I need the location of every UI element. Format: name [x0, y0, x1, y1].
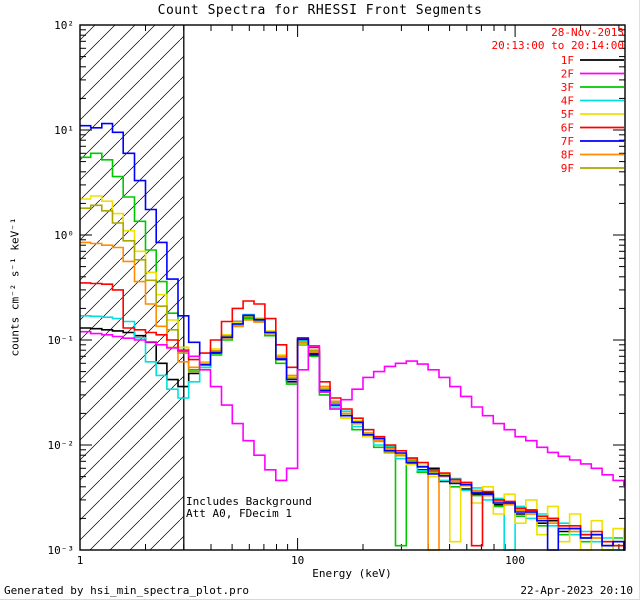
y-tick-label: 10¹ — [54, 124, 74, 137]
legend-label-6F: 6F — [561, 122, 574, 135]
legend-label-8F: 8F — [561, 149, 574, 162]
legend-label-3F: 3F — [561, 81, 574, 94]
plot-frame — [79, 24, 626, 551]
legend-label-2F: 2F — [561, 68, 574, 81]
series-7F — [80, 122, 625, 551]
y-tick-label: 10⁻² — [48, 439, 75, 452]
y-tick-label: 10⁻¹ — [48, 334, 75, 347]
annotation-attenuator: Att A0, FDecim 1 — [186, 507, 292, 520]
footer-timestamp: 22-Apr-2023 20:10 — [520, 584, 633, 597]
date-line: 28-Nov-2013 — [551, 26, 624, 39]
date-annotation: 28-Nov-2013 20:13:00 to 20:14:00 — [492, 26, 624, 52]
y-tick-label: 10² — [54, 19, 74, 32]
y-tick-label: 10⁻³ — [48, 544, 75, 557]
x-tick-label: 100 — [505, 554, 525, 567]
legend-label-4F: 4F — [561, 95, 574, 108]
x-tick-label: 10 — [291, 554, 304, 567]
annotation-background: Includes Background — [186, 495, 312, 508]
hatch-region — [80, 25, 184, 550]
series-6F — [80, 282, 625, 547]
plot-title: Count Spectra for RHESSI Front Segments — [157, 3, 483, 18]
legend-label-7F: 7F — [561, 135, 574, 148]
x-axis-label: Energy (keV) — [312, 567, 392, 580]
legend-label-9F: 9F — [561, 162, 574, 175]
plot-annotation: Includes Background Att A0, FDecim 1 — [186, 496, 312, 520]
legend-label-1F: 1F — [561, 54, 574, 67]
x-tick-label: 1 — [77, 554, 84, 567]
footer-generator-text: Generated by hsi_min_spectra_plot.pro — [4, 584, 250, 597]
series-2F — [80, 330, 625, 488]
series-group — [80, 122, 625, 551]
legend-label-5F: 5F — [561, 108, 574, 121]
y-tick-label: 10⁰ — [54, 229, 74, 242]
spectra-plot: 1 10 100 10² 10¹ 10⁰ 10⁻¹ 10⁻² 10⁻³ 1F2F3F4F5F6F7… — [48, 19, 626, 567]
series-3F — [80, 152, 625, 551]
axis-tick-labels: 1 10 100 10² 10¹ 10⁰ 10⁻¹ 10⁻² 10⁻³ — [48, 19, 526, 567]
y-axis-label: counts cm⁻² s⁻¹ keV⁻¹ — [8, 217, 22, 357]
series-4F — [80, 313, 625, 551]
time-range-line: 20:13:00 to 20:14:00 — [491, 39, 624, 52]
